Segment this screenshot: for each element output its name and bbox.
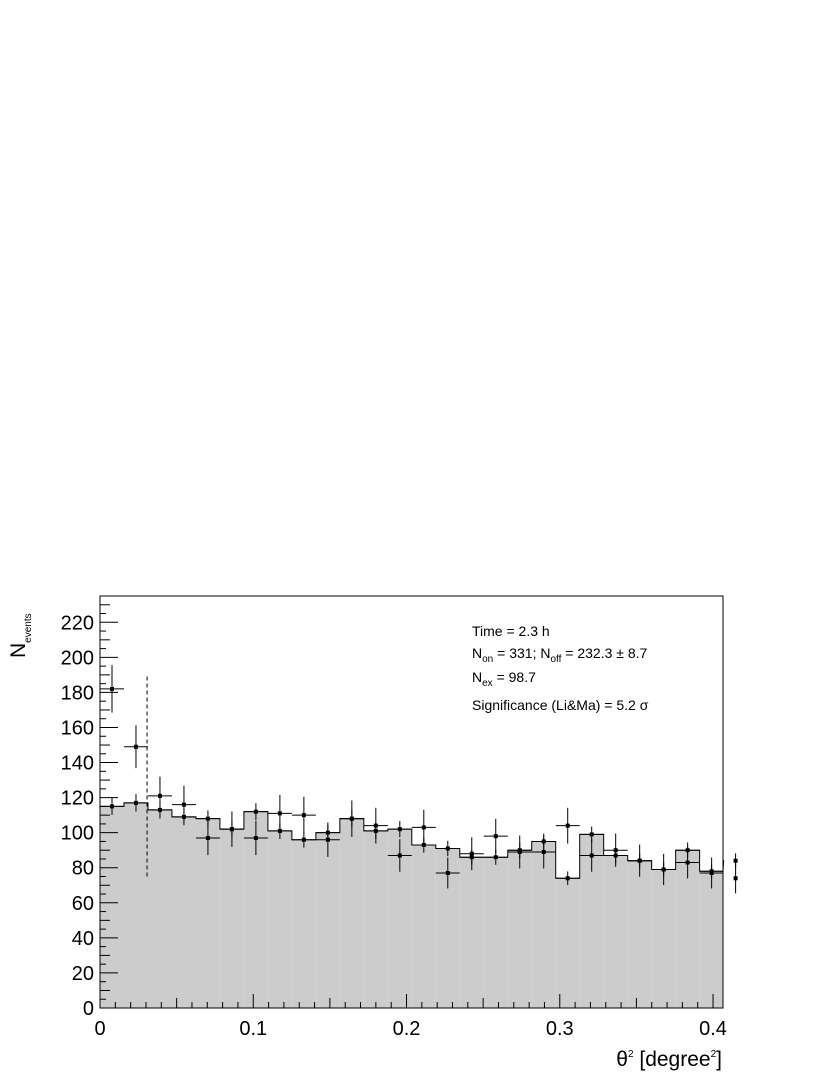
on-data-point (411, 809, 436, 846)
on-data-point (291, 796, 316, 834)
on-data-point (435, 857, 460, 889)
histogram-bar (219, 829, 244, 1008)
x-tick-label: 0.2 (393, 1018, 421, 1040)
histogram-bar (387, 829, 412, 1008)
on-data-point (699, 857, 723, 889)
histogram-bar (243, 811, 268, 1008)
background-histogram (100, 802, 725, 1008)
histogram-bar (531, 841, 556, 1008)
on-data-point (219, 811, 244, 847)
off-data-point (387, 821, 412, 838)
y-tick-label: 220 (61, 612, 94, 634)
histogram-bar (651, 869, 676, 1008)
histogram-bar (291, 839, 316, 1008)
on-data-point (100, 665, 124, 713)
histogram-bar (699, 871, 723, 1008)
plot-frame (99, 595, 724, 1009)
x-axis-ticks: 0 0.1 0.2 0.3 0.4 (94, 994, 727, 1040)
on-data-point (507, 835, 532, 869)
off-data-point (555, 871, 580, 886)
on-data-point (555, 807, 580, 844)
off-data-point (243, 803, 268, 821)
y-tick-label: 160 (61, 717, 94, 739)
off-data-point (435, 840, 460, 857)
stat-time: Time = 2.3 h (472, 623, 550, 639)
on-data-point (243, 820, 268, 856)
y-tick-label: 200 (61, 647, 94, 669)
y-tick-label: 180 (61, 682, 94, 704)
off-data-point (291, 831, 316, 848)
stat-counts: Non = 331; Noff = 232.3 ± 8.7 (472, 645, 648, 665)
on-data-point (171, 785, 196, 824)
histogram-bar (627, 860, 652, 1008)
histogram-bar (483, 857, 508, 1008)
on-data-point (483, 818, 508, 854)
on-data-point (627, 844, 652, 877)
y-tick-label: 120 (61, 788, 94, 810)
y-tick-label: 60 (72, 893, 94, 915)
histogram-bar (579, 834, 604, 1008)
on-data-point (579, 839, 604, 872)
on-data-point (531, 835, 556, 869)
histogram-bar (411, 844, 436, 1008)
on-data-point (147, 776, 172, 816)
histogram-bar (195, 818, 220, 1008)
on-data-point (723, 863, 738, 894)
histogram-bar (603, 855, 628, 1008)
on-data-point (459, 837, 484, 871)
histogram-bar (555, 878, 580, 1008)
on-data-point (267, 794, 292, 832)
y-tick-label: 0 (83, 998, 94, 1020)
on-data-point (123, 725, 148, 769)
on-data-point (363, 807, 388, 844)
histogram-bar (267, 830, 292, 1008)
on-data-point (195, 820, 220, 856)
x-tick-label: 0.4 (699, 1018, 727, 1040)
histogram-bar (339, 818, 364, 1008)
y-tick-label: 100 (61, 823, 94, 845)
on-data-point (339, 800, 364, 837)
histogram-bar (363, 830, 388, 1008)
on-data-point (315, 822, 340, 857)
histogram-bar (435, 848, 460, 1008)
y-tick-label: 80 (72, 858, 94, 880)
y-axis-title: Nevents (7, 613, 34, 658)
histogram-bar (459, 857, 484, 1008)
off-data-point (123, 794, 148, 812)
histogram-bar (100, 806, 124, 1008)
histogram-bar (171, 816, 196, 1008)
stat-excess: Nex = 98.7 (472, 669, 536, 689)
histogram-bar (147, 809, 172, 1008)
x-tick-label: 0.3 (546, 1018, 574, 1040)
histogram-bar (315, 832, 340, 1008)
on-data-point (387, 839, 412, 872)
histogram-bar (507, 850, 532, 1008)
on-data-point (603, 833, 628, 867)
on-data-point (675, 846, 700, 879)
histogram-bar (123, 802, 148, 1008)
on-data-point (651, 853, 676, 886)
x-tick-label: 0 (94, 1018, 105, 1040)
y-tick-label: 40 (72, 928, 94, 950)
y-tick-label: 20 (72, 963, 94, 985)
statistics-box: Time = 2.3 h Non = 331; Noff = 232.3 ± 8… (472, 623, 649, 713)
histogram-bar (675, 850, 700, 1008)
y-tick-label: 140 (61, 753, 94, 775)
stat-significance: Significance (Li&Ma) = 5.2 σ (472, 697, 649, 713)
y-axis-ticks: 0 20 40 60 80 100 120 140 160 180 200 220 (61, 595, 118, 1020)
x-tick-label: 0.1 (239, 1018, 267, 1040)
x-axis-title: θ2 [degree2] (616, 1048, 722, 1071)
